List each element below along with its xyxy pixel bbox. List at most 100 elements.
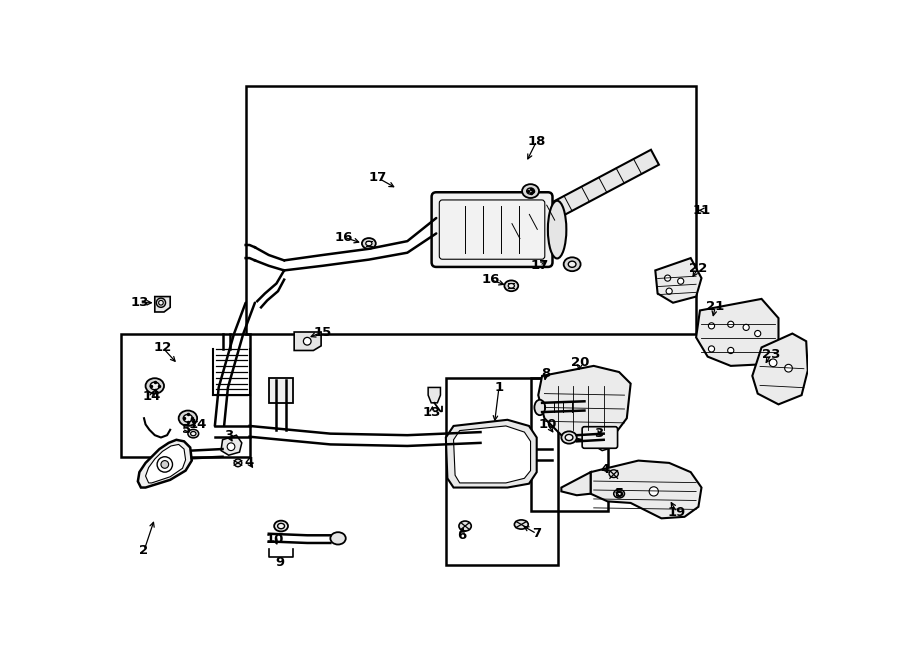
- Text: 1: 1: [494, 381, 503, 394]
- Polygon shape: [562, 472, 590, 495]
- Ellipse shape: [150, 382, 159, 390]
- Ellipse shape: [459, 521, 472, 531]
- Ellipse shape: [365, 241, 372, 246]
- Polygon shape: [655, 258, 701, 303]
- Polygon shape: [146, 444, 185, 483]
- Bar: [121, 334, 249, 457]
- Polygon shape: [696, 299, 778, 366]
- Text: 5: 5: [182, 422, 191, 436]
- Text: 20: 20: [571, 356, 589, 369]
- Text: 22: 22: [689, 261, 707, 275]
- Text: 17: 17: [369, 171, 387, 185]
- Circle shape: [743, 324, 749, 330]
- Ellipse shape: [191, 432, 196, 436]
- Circle shape: [678, 278, 684, 284]
- Text: 6: 6: [456, 529, 466, 542]
- Circle shape: [158, 301, 163, 305]
- Ellipse shape: [522, 184, 539, 198]
- FancyBboxPatch shape: [432, 192, 553, 267]
- Text: 4: 4: [245, 456, 254, 469]
- Ellipse shape: [563, 258, 580, 271]
- Text: 8: 8: [541, 367, 551, 380]
- Circle shape: [664, 275, 670, 281]
- Ellipse shape: [614, 489, 625, 498]
- Circle shape: [649, 487, 659, 496]
- Text: 5: 5: [615, 487, 624, 500]
- Circle shape: [754, 330, 760, 336]
- Bar: [446, 378, 557, 565]
- Polygon shape: [221, 435, 242, 455]
- Polygon shape: [454, 426, 530, 483]
- Ellipse shape: [146, 378, 164, 394]
- Circle shape: [158, 457, 173, 472]
- Text: 18: 18: [527, 134, 546, 148]
- Ellipse shape: [277, 524, 284, 529]
- Ellipse shape: [508, 283, 515, 288]
- Ellipse shape: [362, 238, 376, 249]
- Text: 23: 23: [762, 348, 780, 361]
- Text: 14: 14: [142, 390, 161, 403]
- Circle shape: [227, 443, 235, 451]
- Circle shape: [708, 323, 715, 329]
- Circle shape: [157, 298, 166, 307]
- Circle shape: [666, 288, 672, 295]
- Text: 7: 7: [532, 527, 541, 540]
- Ellipse shape: [562, 432, 577, 444]
- Circle shape: [161, 461, 168, 468]
- Polygon shape: [595, 430, 616, 451]
- Ellipse shape: [609, 470, 618, 477]
- Text: 11: 11: [692, 204, 711, 217]
- Text: 16: 16: [482, 273, 500, 286]
- Text: 14: 14: [189, 418, 207, 431]
- Polygon shape: [495, 150, 659, 248]
- Bar: [269, 378, 293, 403]
- Ellipse shape: [526, 188, 535, 194]
- Text: 16: 16: [335, 231, 354, 244]
- Ellipse shape: [616, 492, 622, 496]
- Ellipse shape: [184, 414, 193, 422]
- Circle shape: [600, 438, 608, 446]
- Text: 13: 13: [130, 296, 148, 309]
- Text: 15: 15: [313, 326, 332, 338]
- Text: 2: 2: [140, 544, 148, 557]
- Text: 13: 13: [423, 406, 441, 419]
- Circle shape: [303, 338, 311, 345]
- Circle shape: [728, 321, 733, 328]
- Polygon shape: [155, 297, 170, 312]
- Ellipse shape: [179, 410, 197, 426]
- Ellipse shape: [568, 261, 576, 267]
- Polygon shape: [138, 440, 192, 487]
- FancyBboxPatch shape: [582, 427, 617, 448]
- Polygon shape: [590, 461, 701, 518]
- Ellipse shape: [504, 281, 518, 291]
- Ellipse shape: [234, 459, 242, 467]
- Ellipse shape: [188, 430, 199, 438]
- Polygon shape: [752, 334, 808, 404]
- Circle shape: [728, 348, 733, 354]
- Text: 12: 12: [153, 341, 172, 354]
- Ellipse shape: [535, 400, 545, 415]
- Bar: [246, 85, 696, 334]
- Ellipse shape: [330, 532, 346, 545]
- Bar: [530, 378, 608, 510]
- Text: 10: 10: [538, 418, 557, 431]
- Ellipse shape: [565, 434, 573, 441]
- Ellipse shape: [515, 520, 528, 529]
- Ellipse shape: [274, 520, 288, 532]
- Text: 21: 21: [706, 300, 724, 313]
- Ellipse shape: [548, 201, 566, 258]
- Text: 4: 4: [600, 463, 610, 475]
- Polygon shape: [294, 332, 321, 350]
- Polygon shape: [538, 366, 631, 442]
- Text: 3: 3: [224, 429, 233, 442]
- Text: 3: 3: [594, 427, 603, 440]
- Circle shape: [770, 359, 777, 367]
- Circle shape: [785, 364, 792, 372]
- Text: 19: 19: [668, 506, 686, 519]
- Text: 9: 9: [275, 557, 285, 569]
- Polygon shape: [428, 387, 440, 403]
- Text: 17: 17: [531, 260, 549, 272]
- Polygon shape: [446, 420, 536, 487]
- Text: 10: 10: [266, 534, 284, 546]
- Circle shape: [708, 346, 715, 352]
